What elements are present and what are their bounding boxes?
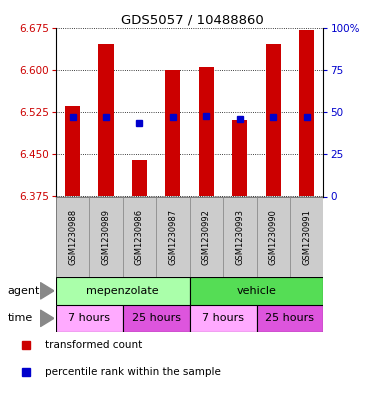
Bar xyxy=(223,196,256,277)
Text: 25 hours: 25 hours xyxy=(265,313,315,323)
Text: percentile rank within the sample: percentile rank within the sample xyxy=(45,367,221,377)
Bar xyxy=(65,107,80,196)
Bar xyxy=(156,196,189,277)
Text: GSM1230993: GSM1230993 xyxy=(235,209,244,265)
Polygon shape xyxy=(40,310,54,327)
Text: GDS5057 / 10488860: GDS5057 / 10488860 xyxy=(121,14,264,27)
Bar xyxy=(266,44,281,196)
Bar xyxy=(189,196,223,277)
Bar xyxy=(256,196,290,277)
Text: agent: agent xyxy=(8,286,40,296)
Text: 25 hours: 25 hours xyxy=(132,313,181,323)
Text: GSM1230991: GSM1230991 xyxy=(302,209,311,265)
Text: GSM1230990: GSM1230990 xyxy=(269,209,278,265)
Bar xyxy=(256,305,323,332)
Text: mepenzolate: mepenzolate xyxy=(86,286,159,296)
Text: GSM1230987: GSM1230987 xyxy=(168,209,177,265)
Text: vehicle: vehicle xyxy=(236,286,276,296)
Bar xyxy=(99,44,114,196)
Text: 7 hours: 7 hours xyxy=(68,313,110,323)
Bar xyxy=(56,305,123,332)
Text: GSM1230989: GSM1230989 xyxy=(102,209,110,265)
Polygon shape xyxy=(40,283,54,299)
Text: time: time xyxy=(8,313,33,323)
Bar xyxy=(290,196,323,277)
Bar xyxy=(166,70,181,196)
Bar xyxy=(199,67,214,196)
Bar xyxy=(132,160,147,196)
Bar xyxy=(89,196,123,277)
Bar xyxy=(56,277,189,305)
Bar xyxy=(189,277,323,305)
Bar xyxy=(189,305,256,332)
Bar xyxy=(56,196,89,277)
Text: GSM1230988: GSM1230988 xyxy=(68,209,77,265)
Text: GSM1230986: GSM1230986 xyxy=(135,209,144,265)
Text: GSM1230992: GSM1230992 xyxy=(202,209,211,265)
Bar xyxy=(299,30,314,196)
Bar xyxy=(123,305,190,332)
Text: 7 hours: 7 hours xyxy=(202,313,244,323)
Text: transformed count: transformed count xyxy=(45,340,142,351)
Bar xyxy=(232,120,247,196)
Bar xyxy=(123,196,156,277)
